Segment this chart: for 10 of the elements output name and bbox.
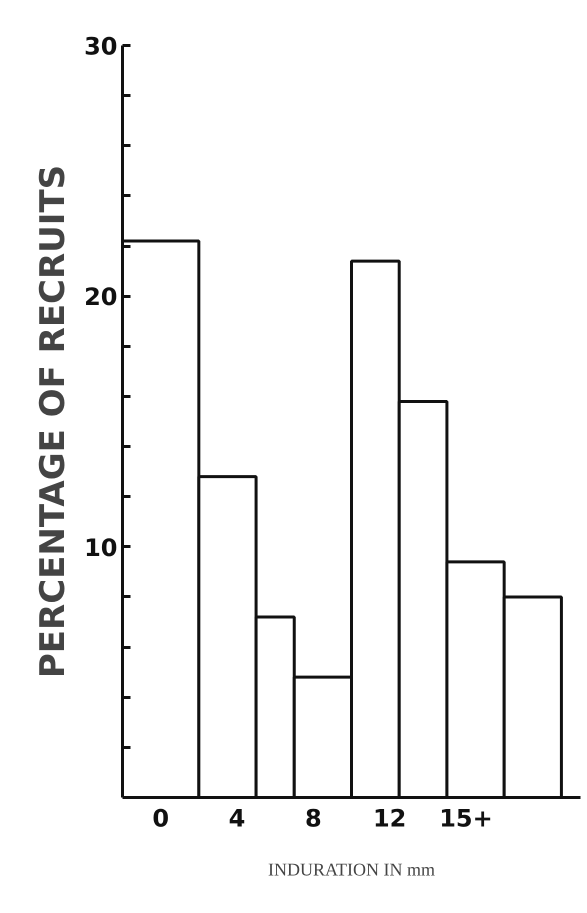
x-tick-label: 15+: [439, 804, 493, 832]
x-tick-label: 4: [228, 804, 246, 832]
y-tick-label: 10: [84, 534, 118, 562]
x-tick-label: 0: [152, 804, 170, 832]
x-tick-label: 12: [372, 804, 406, 832]
x-tick-label: 8: [304, 804, 322, 832]
y-tick-label: 20: [84, 283, 118, 312]
y-tick-label: 30: [84, 32, 118, 60]
x-axis-title: INDURATION IN mm: [268, 860, 435, 880]
y-axis-title: PERCENTAGE OF RECRUITS: [33, 164, 74, 678]
